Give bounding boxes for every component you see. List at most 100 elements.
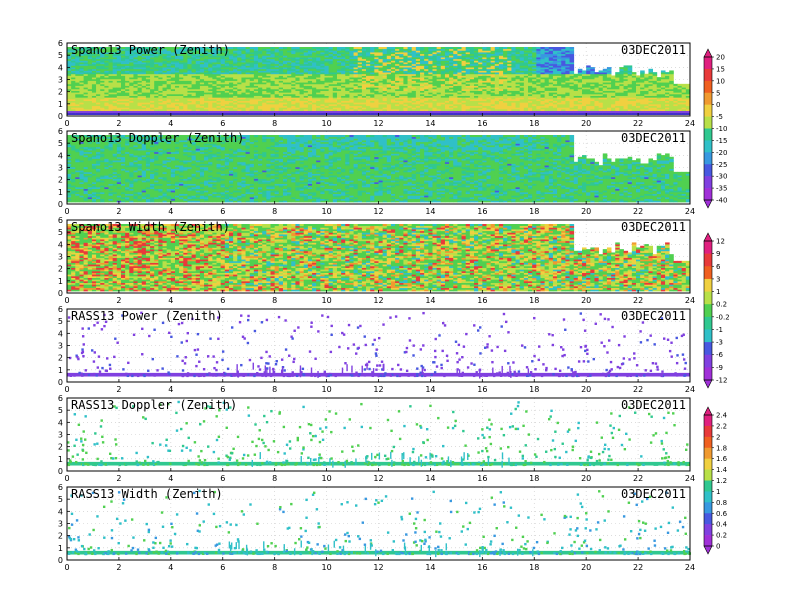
heatmap-cell — [170, 48, 176, 51]
heatmap-cell — [166, 97, 172, 100]
heatmap-cell — [328, 113, 334, 115]
heatmap-cell — [108, 105, 114, 108]
heatmap-cell — [71, 60, 76, 63]
heatmap-cell — [96, 93, 101, 96]
heatmap-cell — [96, 78, 101, 81]
heatmap-cell — [108, 113, 114, 115]
heatmap-cell — [120, 57, 126, 60]
heatmap-cell — [133, 98, 138, 101]
heatmap-cell — [133, 53, 138, 56]
heatmap-cell — [174, 83, 180, 86]
heatmap-cell — [112, 83, 118, 86]
heatmap-cell — [108, 108, 114, 112]
heatmap-cell — [79, 52, 85, 55]
heatmap-cell — [162, 103, 168, 107]
heatmap-cell — [91, 82, 97, 85]
heatmap-cell — [96, 92, 101, 95]
heatmap-cell — [403, 113, 408, 115]
heatmap-cell — [87, 105, 93, 108]
heatmap-cell — [79, 110, 85, 113]
heatmap-cell — [108, 83, 114, 86]
heatmap-cell — [295, 113, 300, 115]
heatmap-cell — [162, 82, 168, 85]
heatmap-cell — [162, 62, 168, 65]
heatmap-cell — [133, 57, 138, 60]
heatmap-cell — [75, 98, 80, 101]
heatmap-cell — [125, 72, 130, 75]
heatmap-cell — [129, 85, 134, 88]
heatmap-cell — [100, 58, 105, 61]
heatmap-cell — [129, 93, 134, 96]
heatmap-cell — [129, 95, 134, 98]
heatmap-cell — [75, 103, 80, 107]
heatmap-cell — [378, 113, 384, 115]
heatmap-cell — [71, 77, 76, 80]
heatmap-cell — [449, 47, 454, 50]
heatmap-cell — [436, 113, 442, 115]
heatmap-cell — [67, 62, 72, 65]
heatmap-cell — [366, 113, 371, 115]
heatmap-cell — [237, 47, 242, 50]
heatmap-cell — [141, 113, 147, 115]
heatmap-cell — [83, 85, 89, 88]
heatmap-cell — [112, 77, 118, 80]
heatmap-cell — [108, 50, 114, 53]
heatmap-cell — [154, 48, 159, 51]
heatmap-cell — [96, 67, 101, 70]
heatmap-cell — [96, 98, 101, 101]
heatmap-cell — [91, 90, 97, 93]
heatmap-cell — [133, 95, 138, 98]
heatmap-cell — [150, 60, 155, 63]
heatmap-cell — [125, 92, 130, 95]
heatmap-cell — [108, 92, 114, 95]
heatmap-cell — [79, 85, 85, 88]
heatmap-cell — [158, 65, 163, 68]
heatmap-cell — [83, 60, 89, 63]
heatmap-cell — [166, 57, 172, 60]
heatmap-cell — [166, 47, 172, 50]
heatmap-cell — [158, 102, 163, 105]
heatmap-cell — [83, 53, 89, 56]
heatmap-cell — [162, 58, 168, 61]
heatmap-cell — [162, 55, 168, 58]
heatmap-cell — [145, 75, 151, 78]
heatmap-cell — [174, 92, 180, 95]
heatmap-cell — [87, 52, 93, 55]
heatmap-cell — [523, 113, 529, 115]
heatmap-cell — [154, 52, 159, 55]
heatmap-cell — [67, 53, 72, 56]
heatmap-cell — [79, 83, 85, 86]
heatmap-cell — [104, 77, 109, 80]
heatmap-cell — [120, 108, 126, 112]
heatmap-cell — [79, 60, 85, 63]
heatmap-cell — [104, 48, 109, 51]
heatmap-cell — [133, 58, 138, 61]
heatmap-cell — [75, 68, 80, 71]
heatmap-cell — [145, 110, 151, 113]
heatmap-cell — [154, 55, 159, 58]
heatmap-cell — [158, 72, 163, 75]
heatmap-cell — [170, 110, 176, 113]
heatmap-cell — [166, 100, 172, 103]
heatmap-cell — [154, 53, 159, 56]
heatmap-cell — [96, 87, 101, 90]
heatmap-cell — [83, 72, 89, 75]
heatmap-cell — [444, 47, 450, 50]
heatmap-cell — [166, 75, 172, 78]
heatmap-cell — [125, 93, 130, 96]
heatmap-cell — [112, 70, 118, 73]
heatmap-cell — [83, 82, 89, 85]
heatmap-cell — [108, 52, 114, 55]
heatmap-cell — [162, 67, 168, 70]
heatmap-cell — [71, 107, 76, 110]
heatmap-cell — [170, 85, 176, 88]
heatmap-cell — [150, 105, 155, 108]
heatmap-cell — [104, 67, 109, 70]
heatmap-cell — [71, 100, 76, 103]
heatmap-cell — [174, 100, 180, 103]
heatmap-cell — [71, 75, 76, 78]
heatmap-cell — [91, 68, 97, 71]
heatmap-cell — [79, 95, 85, 98]
heatmap-cell — [158, 55, 163, 58]
